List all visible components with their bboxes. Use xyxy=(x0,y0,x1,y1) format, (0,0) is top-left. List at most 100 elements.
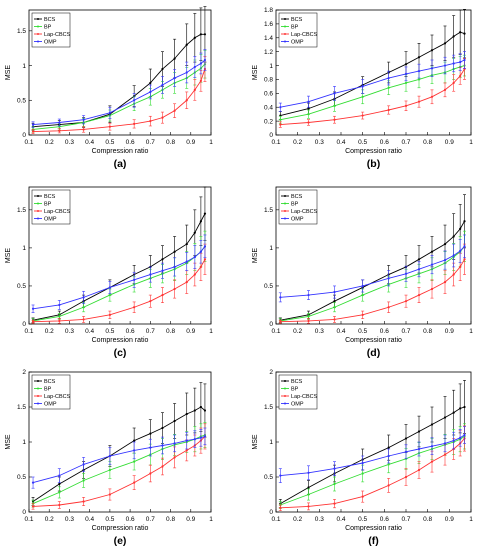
x-tick-label: 0.2 xyxy=(293,516,302,523)
data-point xyxy=(307,113,310,116)
data-point xyxy=(404,72,408,75)
legend-marker xyxy=(37,33,39,35)
y-tick-label: 0 xyxy=(269,132,273,139)
data-point xyxy=(333,482,336,486)
data-point xyxy=(443,242,447,246)
data-point xyxy=(199,79,202,82)
data-point xyxy=(193,36,196,39)
data-point xyxy=(149,472,152,475)
data-point xyxy=(463,245,466,248)
legend-marker xyxy=(284,33,286,35)
legend-marker xyxy=(284,395,286,397)
data-point xyxy=(443,64,447,67)
x-tick-label: 0.4 xyxy=(336,516,345,523)
x-tick-label: 0.5 xyxy=(358,139,367,146)
legend-label: BP xyxy=(291,25,299,31)
data-point xyxy=(307,121,310,124)
data-point xyxy=(463,58,466,62)
series-lap-cbcs xyxy=(278,243,466,324)
plot-area-frame xyxy=(28,9,212,136)
x-tick-label: 1 xyxy=(469,516,473,523)
series-lap-cbcs xyxy=(278,425,466,511)
legend-label: BCS xyxy=(291,17,303,23)
data-point xyxy=(31,481,35,484)
legend-label: BP xyxy=(44,387,52,393)
y-tick-label: 1 xyxy=(22,245,26,252)
data-point xyxy=(452,254,455,257)
data-point xyxy=(361,85,364,88)
series-line xyxy=(280,59,465,108)
data-point xyxy=(161,269,164,272)
y-tick-label: 0 xyxy=(22,509,26,516)
series-omp xyxy=(278,426,466,483)
y-tick-label: 0 xyxy=(269,321,273,328)
data-point xyxy=(307,471,310,474)
data-point xyxy=(199,405,202,409)
y-tick-label: 0.5 xyxy=(17,283,26,290)
data-point xyxy=(58,482,61,486)
series-line xyxy=(280,434,465,477)
data-point xyxy=(279,320,282,323)
data-point xyxy=(417,293,421,297)
legend-marker xyxy=(284,18,286,20)
data-point xyxy=(459,265,462,269)
data-point xyxy=(430,49,434,52)
data-point xyxy=(149,300,152,303)
data-point xyxy=(173,250,176,253)
x-tick-label: 0.5 xyxy=(358,328,367,335)
data-point xyxy=(307,486,310,489)
data-point xyxy=(173,76,176,80)
data-point xyxy=(452,273,455,276)
series-bp xyxy=(278,423,466,509)
x-tick-label: 0.9 xyxy=(186,516,195,523)
legend-marker xyxy=(284,387,286,390)
series-omp xyxy=(31,234,207,313)
data-point xyxy=(173,287,176,291)
data-point xyxy=(173,265,176,269)
x-tick-label: 0.2 xyxy=(293,328,302,335)
data-point xyxy=(185,242,188,246)
data-point xyxy=(161,293,164,297)
x-tick-label: 0.9 xyxy=(445,328,454,335)
x-tick-label: 0.6 xyxy=(380,328,389,335)
data-point xyxy=(161,258,164,261)
legend-label: Lap-CBCS xyxy=(44,32,71,38)
x-tick-label: 0.6 xyxy=(126,328,135,335)
legend-label: Lap-CBCS xyxy=(44,394,71,400)
data-point xyxy=(108,111,111,114)
y-tick-label: 0.5 xyxy=(17,474,26,481)
data-point xyxy=(279,296,282,299)
plot-area-frame xyxy=(28,186,212,325)
data-point xyxy=(193,88,196,91)
x-tick-label: 0.3 xyxy=(65,328,74,335)
data-point xyxy=(307,100,310,103)
data-point xyxy=(333,306,336,309)
data-point xyxy=(279,118,282,121)
x-tick-label: 0.1 xyxy=(24,516,33,523)
data-point xyxy=(361,95,364,98)
plot-area-frame xyxy=(275,9,472,136)
x-tick-label: 0.7 xyxy=(401,516,410,523)
data-point xyxy=(58,503,61,507)
data-point xyxy=(203,58,207,62)
series-line xyxy=(32,63,206,130)
x-tick-label: 0.6 xyxy=(380,516,389,523)
data-point xyxy=(82,500,85,503)
x-tick-label: 0.2 xyxy=(45,516,54,523)
legend-label: OMP xyxy=(291,40,304,46)
data-point xyxy=(82,479,85,482)
y-axis-label: MSE xyxy=(5,248,12,264)
series-line xyxy=(33,59,206,126)
chart-panel: 0.1 0.2 0.3 0.4 0.5 0.6 0.7 0.8 0.9 1 0 0.5 1 1.5 2 Com… xyxy=(252,369,473,547)
legend-label: Lap-CBCS xyxy=(44,209,71,215)
y-tick-label: 0.6 xyxy=(264,91,273,98)
y-axis-label: MSE xyxy=(252,65,259,81)
series-line xyxy=(33,436,206,507)
data-point xyxy=(58,121,61,124)
y-tick-label: 1 xyxy=(269,245,273,252)
chart-panel: 0.1 0.2 0.3 0.4 0.5 0.6 0.7 0.8 0.9 1 0 0.2 0.4 0.6 0.… xyxy=(252,7,473,170)
data-point xyxy=(108,468,111,472)
